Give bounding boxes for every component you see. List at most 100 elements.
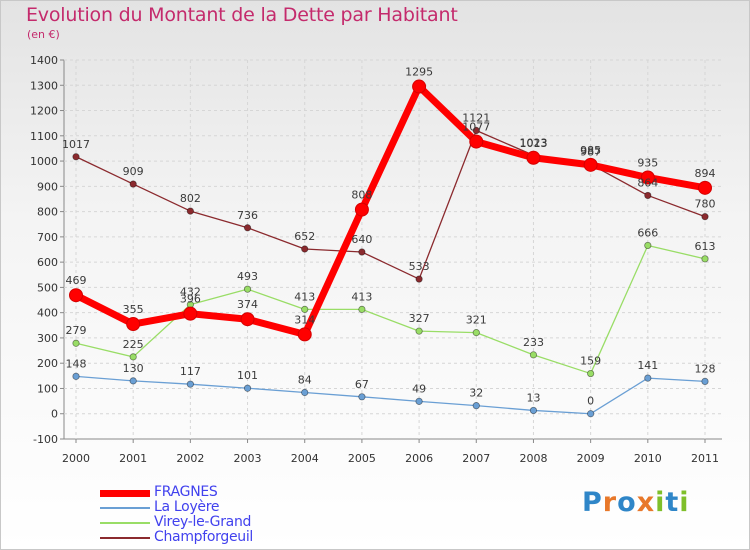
data-label-3: 1017 (62, 138, 90, 151)
y-tick-label: 1300 (30, 79, 58, 92)
legend-label: La Loyère (154, 499, 220, 515)
series-point-1 (72, 372, 80, 380)
logo-letter: i (655, 487, 666, 518)
data-label-1: 0 (587, 395, 594, 408)
y-tick-label: 1400 (30, 54, 58, 67)
x-tick-label: 2008 (519, 452, 547, 465)
series-point-0 (183, 306, 198, 321)
series-line-0 (72, 83, 709, 338)
data-label-0: 808 (351, 189, 372, 202)
series-point-1 (644, 374, 652, 382)
legend-entry: Virey-le-Grand (100, 514, 340, 530)
data-label-2: 413 (351, 290, 372, 303)
series-point-0 (240, 312, 255, 327)
data-label-0: 314 (294, 313, 315, 326)
y-tick-label: 0 (51, 408, 58, 421)
series-point-1 (472, 402, 480, 410)
chart-title: Evolution du Montant de la Dette par Hab… (26, 4, 458, 26)
series-point-3 (701, 213, 709, 221)
series-point-1 (701, 377, 709, 385)
legend-entry: Champforgeuil (100, 529, 340, 545)
data-label-0: 396 (180, 293, 201, 306)
series-point-0 (412, 79, 427, 94)
data-label-3: 802 (180, 192, 201, 205)
series-point-1 (301, 388, 309, 397)
legend-swatch (100, 489, 150, 497)
legend-label: Virey-le-Grand (154, 514, 252, 530)
data-label-1: 49 (412, 382, 426, 395)
data-label-1: 141 (637, 359, 658, 372)
series-point-0 (126, 317, 141, 332)
x-tick-label: 2009 (577, 452, 605, 465)
series-point-2 (587, 369, 595, 378)
series-point-3 (358, 248, 366, 256)
series-point-1 (529, 406, 538, 415)
x-tick-label: 2007 (462, 452, 490, 465)
data-label-0: 985 (580, 144, 601, 157)
data-label-2: 666 (637, 226, 658, 239)
y-tick-label: 500 (37, 281, 58, 294)
data-label-3: 1023 (519, 136, 547, 149)
y-tick-label: 400 (37, 307, 58, 320)
data-label-2: 613 (695, 240, 716, 253)
y-tick-label: 600 (37, 256, 58, 269)
series-point-0 (297, 327, 312, 342)
series-point-2 (529, 351, 538, 359)
series-point-2 (129, 353, 137, 361)
series-point-3 (186, 207, 194, 215)
series-point-3 (644, 191, 652, 200)
data-label-1: 84 (298, 374, 312, 387)
series-point-0 (69, 288, 83, 303)
data-label-3: 533 (409, 260, 430, 273)
chart-subtitle: (en €) (27, 28, 60, 41)
series-point-2 (644, 241, 652, 250)
logo-letter: x (636, 487, 656, 518)
series-point-3 (472, 126, 480, 135)
series-point-1 (186, 380, 194, 388)
x-tick-label: 2004 (291, 452, 319, 465)
series-point-2 (415, 327, 423, 335)
data-label-2: 432 (180, 286, 201, 299)
x-tick-label: 2002 (176, 452, 204, 465)
series-point-2 (301, 305, 309, 313)
y-tick-label: 200 (37, 357, 58, 370)
data-label-1: 32 (469, 387, 483, 400)
data-label-2: 233 (523, 336, 544, 349)
data-label-0: 935 (637, 156, 658, 169)
series-line-2 (75, 244, 706, 375)
x-tick-label: 2001 (119, 452, 147, 465)
series-point-1 (587, 410, 595, 418)
data-label-0: 374 (237, 298, 258, 311)
series-point-2 (701, 255, 709, 263)
data-label-1: 148 (66, 357, 87, 370)
logo-letter: t (665, 487, 680, 518)
data-label-1: 101 (237, 369, 258, 382)
data-label-3: 987 (580, 145, 601, 158)
legend-entry: La Loyère (100, 499, 340, 515)
data-label-2: 159 (580, 355, 601, 368)
y-tick-label: 1200 (30, 105, 58, 118)
data-label-3: 736 (237, 209, 258, 222)
x-tick-label: 2003 (234, 452, 262, 465)
series-point-0 (354, 202, 369, 217)
data-label-0: 1013 (519, 137, 547, 150)
x-tick-label: 2010 (634, 452, 662, 465)
data-label-2: 279 (66, 324, 87, 337)
series-point-3 (129, 180, 137, 188)
logo-letter: o (617, 487, 637, 518)
data-label-3: 1121 (462, 111, 490, 124)
series-point-2 (72, 339, 80, 347)
logo-letter: i (679, 487, 690, 518)
series-point-3 (72, 153, 80, 161)
data-label-0: 894 (695, 167, 716, 180)
series-point-3 (301, 245, 309, 253)
data-label-3: 652 (294, 230, 315, 243)
x-tick-label: 2011 (691, 452, 719, 465)
series-point-0 (640, 170, 655, 185)
series-point-3 (415, 275, 423, 283)
data-label-1: 130 (123, 362, 144, 375)
series-point-2 (472, 329, 480, 337)
y-tick-label: 700 (37, 231, 58, 244)
legend-swatch (100, 522, 150, 524)
